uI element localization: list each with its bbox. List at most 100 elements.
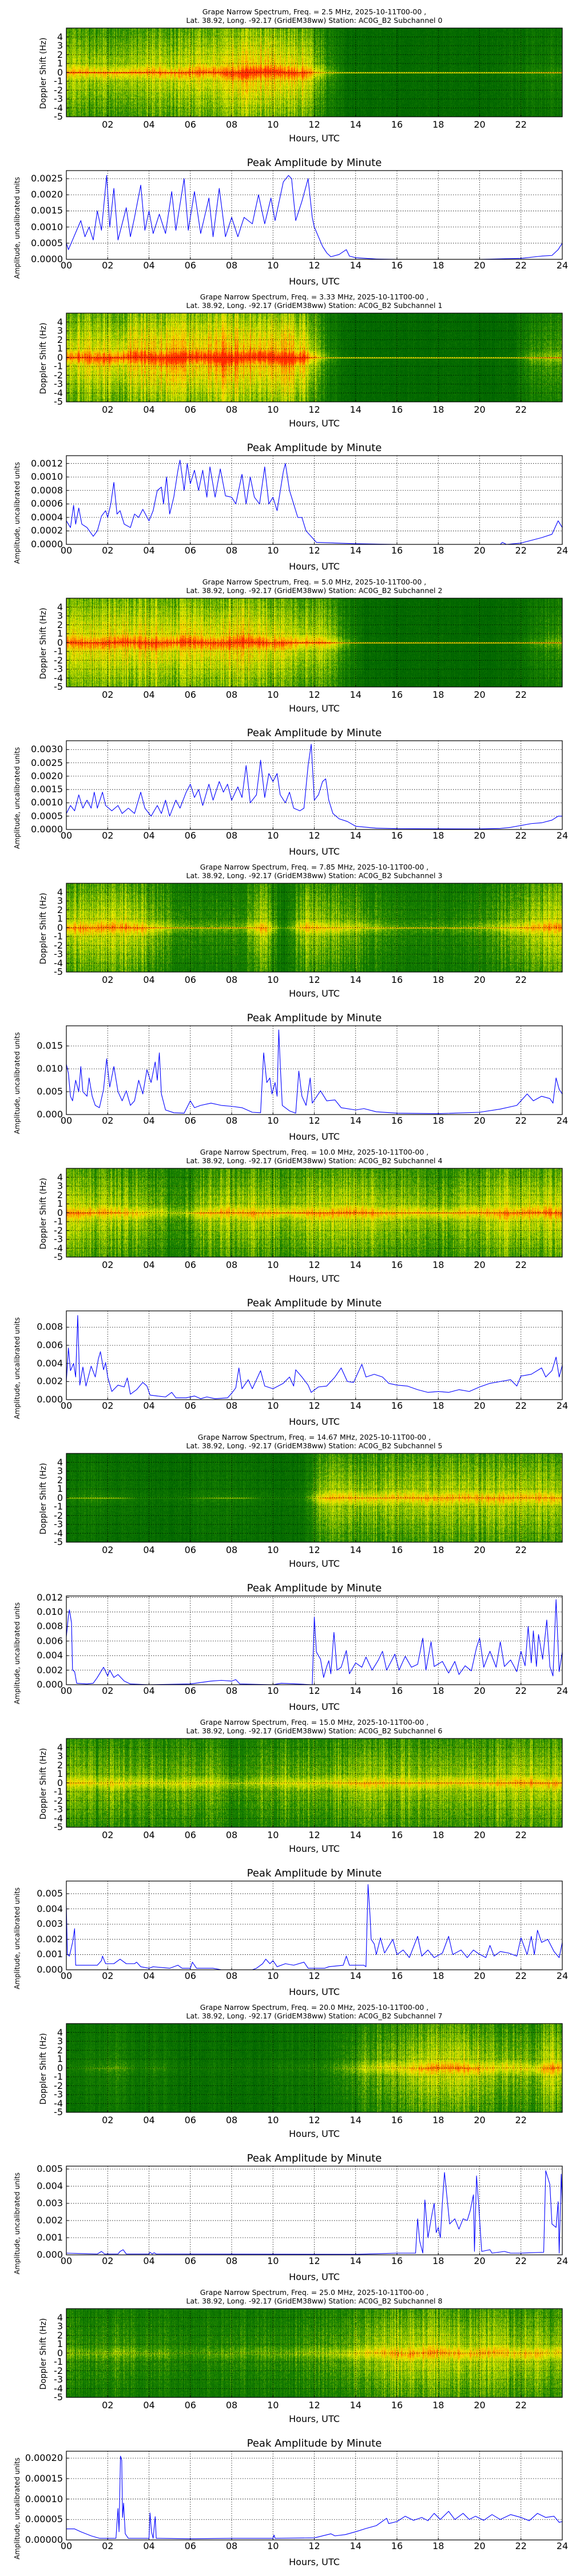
amplitude-x-tick-label: 20 [474,1400,486,1411]
spectrogram-grid-overlay [66,598,563,688]
spectrogram-x-tick-label: 22 [515,404,527,415]
amplitude-x-tick-label: 14 [349,1115,362,1126]
amplitude-frame [66,1310,563,1400]
spectrogram-y-axis-label: Doppler Shift (Hz) [39,322,48,394]
spectrogram-x-tick-label: 18 [432,2400,444,2411]
spectrogram-title-line1: Grape Narrow Spectrum, Freq. = 15.0 MHz,… [200,1718,429,1726]
spectrogram-x-tick-label: 12 [308,1830,320,1840]
amplitude-y-tick-label: 0.0000 [31,254,63,264]
spectrogram-y-tick-label: -5 [54,1536,63,1547]
amplitude-x-tick-label: 16 [391,545,403,556]
amplitude-series-line [66,2456,563,2539]
spectrogram-x-tick-label: 06 [184,689,196,700]
spectrogram-y-axis-label: Doppler Shift (Hz) [39,1463,48,1535]
spectrogram-x-tick-label: 10 [267,2400,279,2411]
spectrogram-x-tick-label: 02 [102,689,114,700]
spectrogram-x-tick-label: 16 [391,974,403,985]
spectrogram-y-tick-label: -5 [54,2392,63,2403]
spectrogram-x-tick-label: 06 [184,974,196,985]
amplitude-x-tick-label: 02 [102,830,114,841]
spectrogram-x-tick-label: 20 [474,2115,486,2125]
spectrogram-y-axis-label: Doppler Shift (Hz) [39,2318,48,2390]
spectrogram-grid-overlay [66,2308,563,2398]
amplitude-x-tick-label: 00 [60,1115,73,1126]
amplitude-line-chart [66,1595,563,1685]
amplitude-y-tick-label: 0.010 [37,1606,63,1617]
spectrogram-y-tick-label: -2 [54,1510,63,1521]
spectrogram-x-tick-label: 16 [391,2115,403,2125]
spectrogram-x-tick-label: 02 [102,1830,114,1840]
amplitude-x-tick-label: 10 [267,545,279,556]
amplitude-y-tick-label: 0.005 [37,2163,63,2175]
amplitude-x-tick-label: 24 [556,1970,569,1981]
spectrogram-x-tick-label: 12 [308,2400,320,2411]
amplitude-frame [66,740,563,830]
amplitude-x-tick-label: 06 [184,830,196,841]
amplitude-y-axis-label: Amplitude, uncalibrated units [13,1602,21,1704]
amplitude-x-tick-label: 24 [556,1115,569,1126]
spectrogram-x-tick-label: 04 [143,689,155,700]
spectrogram-y-axis-label: Doppler Shift (Hz) [39,1178,48,1250]
amplitude-y-tick-label: 0.0010 [31,797,63,808]
spectrogram-x-tick-label: 22 [515,2400,527,2411]
amplitude-series-line [66,175,563,260]
amplitude-y-tick-label: 0.0000 [31,824,63,835]
amplitude-x-tick-label: 22 [515,1115,527,1126]
amplitude-y-axis-label: Amplitude, uncalibrated units [13,1032,21,1134]
spectrogram-y-tick-label: 0 [57,2347,63,2358]
amplitude-x-tick-label: 08 [225,2541,238,2551]
amplitude-y-tick-label: 0.003 [37,1918,63,1930]
spectrogram-x-tick-label: 04 [143,2400,155,2411]
spectrogram-x-tick-label: 04 [143,2115,155,2125]
spectrogram-y-tick-label: 1 [57,2338,63,2349]
spectrogram-title-line2: Lat. 38.92, Long. -92.17 (GridEM38ww) St… [186,871,443,880]
spectrogram-x-tick-label: 12 [308,1259,320,1270]
amplitude-chart-title: Peak Amplitude by Minute [247,1297,382,1309]
spectrogram-y-tick-label: 0 [57,1777,63,1788]
spectrogram-y-tick-label: 3 [57,325,63,336]
spectrogram-x-tick-label: 12 [308,1544,320,1555]
spectrogram-x-tick-label: 12 [308,974,320,985]
spectrogram-x-tick-label: 10 [267,119,279,130]
spectrogram-y-axis-label: Doppler Shift (Hz) [39,892,48,965]
amplitude-x-tick-label: 10 [267,1685,279,1696]
amplitude-x-tick-label: 18 [432,1685,444,1696]
spectrogram-x-axis-label: Hours, UTC [289,133,340,144]
amplitude-x-tick-label: 20 [474,260,486,271]
amplitude-x-tick-label: 10 [267,2255,279,2266]
spectrogram-x-tick-label: 12 [308,119,320,130]
spectrogram-y-tick-label: -5 [54,111,63,122]
amplitude-x-tick-label: 10 [267,2541,279,2551]
spectrogram-x-tick-label: 18 [432,689,444,700]
amplitude-frame [66,1595,563,1685]
amplitude-x-tick-label: 00 [60,545,73,556]
spectrogram-x-axis-label: Hours, UTC [289,1273,340,1284]
amplitude-x-tick-label: 14 [349,260,362,271]
spectrogram-title-line2: Lat. 38.92, Long. -92.17 (GridEM38ww) St… [186,1156,443,1165]
amplitude-y-tick-label: 0.003 [37,2198,63,2209]
amplitude-x-tick-label: 10 [267,1970,279,1981]
amplitude-x-tick-label: 06 [184,260,196,271]
spectrogram-y-tick-label: 4 [57,1741,63,1753]
amplitude-y-tick-label: 0.0004 [31,511,63,523]
spectrogram-y-tick-label: -1 [54,646,63,657]
amplitude-series-line [66,460,563,545]
amplitude-y-tick-label: 0.0015 [31,784,63,795]
amplitude-x-tick-label: 12 [308,2255,320,2266]
spectrogram-frame [66,2023,563,2113]
amplitude-y-tick-label: 0.000 [37,2249,63,2260]
amplitude-x-tick-label: 04 [143,1115,155,1126]
amplitude-series-line [66,1315,563,1399]
amplitude-x-tick-label: 00 [60,1685,73,1696]
spectrogram-x-tick-label: 18 [432,119,444,130]
spectrogram-x-tick-label: 18 [432,974,444,985]
amplitude-x-tick-label: 04 [143,545,155,556]
amplitude-y-tick-label: 0.0020 [31,770,63,781]
amplitude-y-tick-label: 0.000 [37,1394,63,1405]
spectrogram-x-tick-label: 06 [184,2400,196,2411]
spectrogram-y-tick-label: 3 [57,2036,63,2046]
spectrogram-y-tick-label: 2 [57,49,63,60]
spectrogram-frame [66,2308,563,2398]
spectrogram-title-line1: Grape Narrow Spectrum, Freq. = 3.33 MHz,… [200,293,429,301]
